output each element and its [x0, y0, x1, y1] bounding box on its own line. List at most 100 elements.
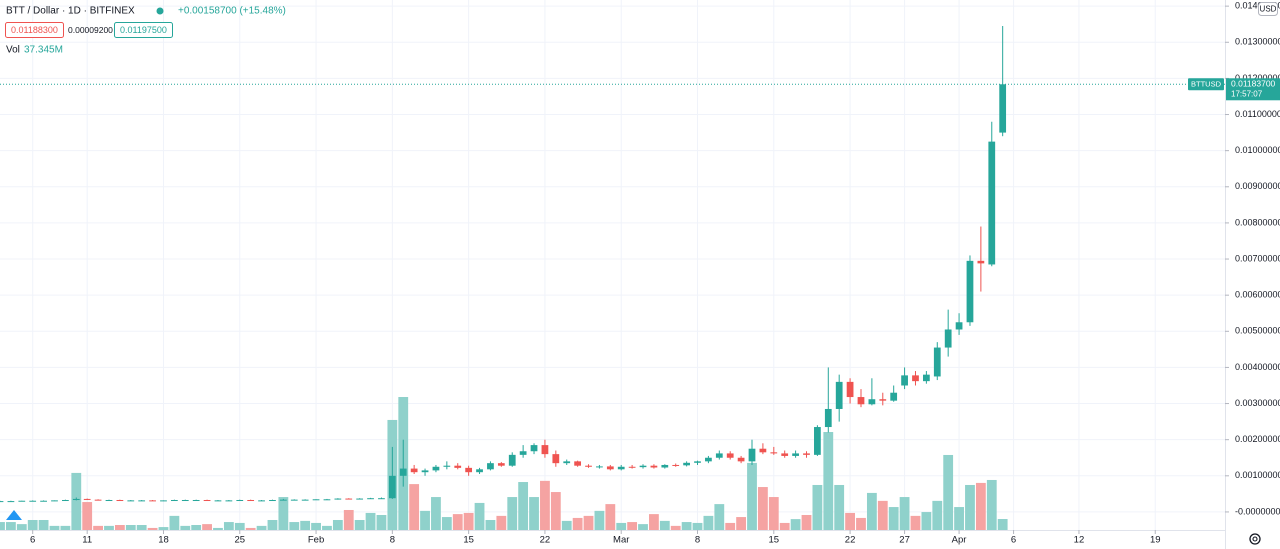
volume-bar	[561, 520, 572, 530]
volume-bar	[485, 519, 496, 530]
volume-bar	[158, 527, 169, 530]
bid: 0.01188300	[11, 25, 58, 35]
y-tick-label: 0.01100000	[1235, 109, 1280, 119]
candle-body	[955, 322, 963, 330]
candle-body	[432, 466, 440, 471]
volume-bar	[845, 512, 855, 530]
volume-bar	[322, 525, 332, 530]
candle-body	[465, 467, 473, 473]
volume-bar	[823, 432, 834, 530]
y-tick-label: 0.00800000	[1235, 217, 1280, 227]
volume-bar	[114, 524, 125, 530]
spread: 0.00009200	[68, 25, 113, 35]
candle-body	[999, 84, 1007, 133]
candle-body	[269, 500, 276, 502]
candle-body	[345, 498, 353, 500]
x-tick-label: 19	[1150, 535, 1161, 546]
candle-body	[476, 469, 483, 473]
currency: USD	[1260, 5, 1277, 14]
candle-body	[94, 499, 102, 501]
candle-body	[116, 500, 124, 502]
volume-bar	[136, 524, 147, 530]
candle-body	[356, 498, 364, 500]
candle-body	[683, 462, 690, 466]
candle-body	[639, 465, 647, 468]
candle-body	[868, 399, 876, 405]
volume-bar	[82, 502, 93, 530]
y-tick-label: 0.01400000	[1235, 1, 1280, 11]
candle-body	[7, 501, 15, 503]
candle-layer	[0, 26, 1007, 503]
x-tick-label: Mar	[613, 535, 629, 546]
candle-body	[596, 466, 603, 468]
volume-bar	[594, 510, 605, 530]
y-tick-label: 0.01200000	[1235, 73, 1280, 83]
volume-bar	[125, 524, 136, 530]
x-tick-label: 8	[695, 535, 700, 546]
candle-body	[846, 381, 854, 398]
settings-icon[interactable]	[1249, 533, 1261, 545]
candle-body	[726, 453, 734, 458]
volume-bar	[866, 492, 877, 530]
volume-bar	[768, 497, 779, 530]
x-tick-label: 6	[1011, 535, 1016, 546]
volume-bar	[986, 479, 997, 530]
volume-bar	[354, 519, 365, 530]
candle-body	[694, 461, 701, 463]
volume-bar	[463, 512, 474, 530]
candle-body	[530, 445, 538, 452]
volume-bar	[474, 502, 485, 530]
candle-body	[367, 498, 374, 500]
currency-badge[interactable]	[1258, 2, 1278, 16]
volume-bar	[409, 484, 420, 530]
candle-body	[51, 500, 58, 502]
volume-bar	[147, 527, 158, 530]
y-tick-label: 0.00200000	[1235, 434, 1280, 444]
candle-body	[737, 457, 745, 462]
x-tick-label: 15	[463, 535, 474, 546]
status-dot	[156, 7, 164, 15]
logo	[6, 510, 22, 520]
volume-bar	[779, 522, 790, 530]
candle-body	[290, 499, 298, 501]
volume-bar	[932, 500, 943, 530]
volume-bar	[289, 522, 300, 530]
candle-body	[585, 465, 592, 467]
candle-body	[672, 464, 680, 466]
candle-body	[72, 498, 80, 501]
grid	[0, 0, 1225, 530]
candle-body	[160, 500, 167, 502]
price-tag-time: 17:57:07	[1231, 89, 1263, 98]
volume-bar	[431, 497, 441, 530]
volume-bar	[223, 522, 234, 530]
volume-bar	[267, 519, 278, 530]
y-tick-label: 0.01300000	[1235, 37, 1280, 47]
x-tick-label: 8	[390, 535, 395, 546]
candle-body	[29, 500, 37, 502]
symbol-tag	[1188, 78, 1224, 91]
bid-box[interactable]	[5, 22, 64, 38]
candle-body	[814, 427, 821, 455]
candle-body	[912, 375, 919, 382]
volume-bar	[997, 519, 1008, 530]
volume-bar	[703, 515, 714, 530]
volume-bar	[714, 504, 725, 530]
candle-body	[138, 500, 146, 502]
y-tick-label: 0.00600000	[1235, 290, 1280, 300]
candle-body	[933, 347, 941, 377]
volume-bar	[256, 525, 267, 530]
candle-body	[563, 461, 571, 464]
candle-body	[410, 468, 418, 473]
volume-bar	[376, 514, 387, 530]
volume-bar	[954, 507, 964, 530]
x-tick-label: 6	[30, 535, 35, 546]
volume-bar	[213, 527, 223, 530]
candle-body	[62, 500, 69, 502]
volume-bar	[583, 515, 594, 530]
volume-bar	[38, 519, 49, 530]
volume-bar	[921, 512, 932, 530]
ask-box[interactable]	[114, 22, 173, 38]
candle-body	[181, 500, 189, 502]
x-tick-label: 27	[899, 535, 910, 546]
candle-body	[236, 500, 244, 502]
